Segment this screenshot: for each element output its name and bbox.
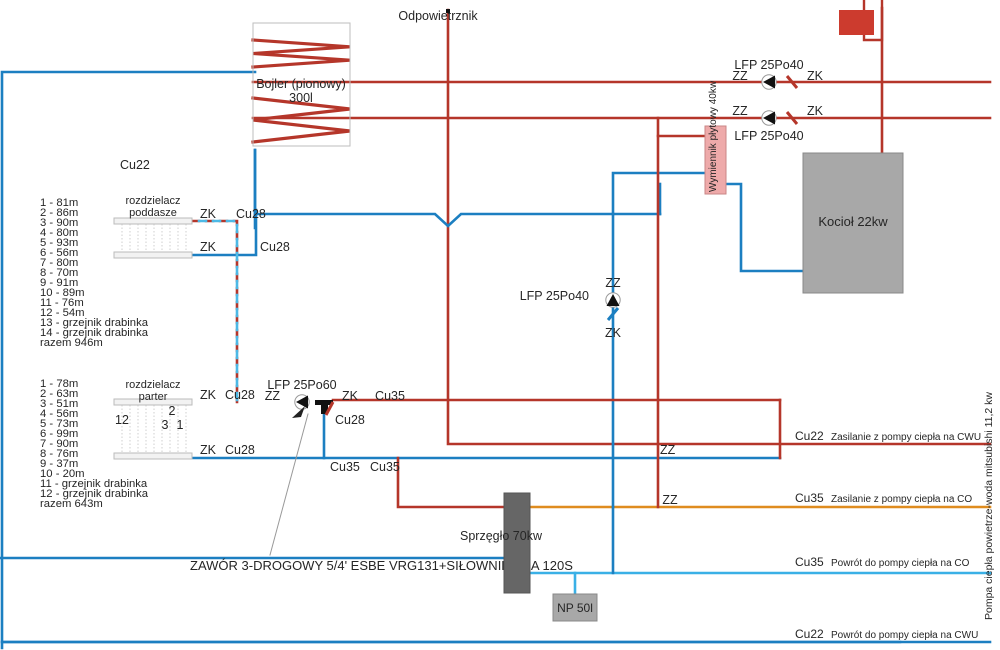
svg-text:LFP 25Po40: LFP 25Po40 — [734, 129, 803, 143]
svg-text:Cu35: Cu35 — [795, 491, 824, 505]
svg-text:Cu28: Cu28 — [225, 388, 255, 402]
svg-text:Cu22: Cu22 — [120, 158, 150, 172]
svg-text:Cu22: Cu22 — [795, 429, 824, 443]
svg-text:ZK: ZK — [807, 104, 824, 118]
svg-text:Wymiennik płytowy 40kw: Wymiennik płytowy 40kw — [708, 80, 719, 192]
svg-text:razem 643m: razem 643m — [40, 498, 103, 510]
svg-text:Powrót do pompy ciepła na CWU: Powrót do pompy ciepła na CWU — [831, 630, 978, 641]
svg-text:ZZ: ZZ — [265, 389, 281, 403]
svg-text:ZK: ZK — [807, 69, 824, 83]
svg-text:Zasilanie z pompy ciepła na CO: Zasilanie z pompy ciepła na CO — [831, 494, 972, 505]
svg-text:300l: 300l — [289, 91, 313, 105]
svg-text:Pompa ciepła powietrze-woda mi: Pompa ciepła powietrze-woda mitsubishi 1… — [983, 392, 995, 620]
svg-text:ZZ: ZZ — [660, 443, 676, 457]
svg-text:ZK: ZK — [342, 389, 359, 403]
svg-text:ZK: ZK — [200, 240, 217, 254]
svg-text:Odpowietrznik: Odpowietrznik — [398, 9, 478, 23]
svg-text:Sprzęgło 70kw: Sprzęgło 70kw — [460, 529, 543, 543]
svg-text:Cu28: Cu28 — [260, 240, 290, 254]
svg-text:LFP 25Po40: LFP 25Po40 — [520, 289, 589, 303]
svg-text:ZZ: ZZ — [732, 104, 748, 118]
svg-text:Zasilanie z pompy ciepła na CW: Zasilanie z pompy ciepła na CWU — [831, 432, 981, 443]
svg-text:ZZ: ZZ — [732, 69, 748, 83]
svg-text:parter: parter — [139, 391, 168, 403]
svg-text:Kocioł 22kw: Kocioł 22kw — [818, 214, 888, 229]
svg-text:rozdzielacz: rozdzielacz — [125, 195, 180, 207]
svg-text:ZK: ZK — [200, 207, 217, 221]
svg-text:rozdzielacz: rozdzielacz — [125, 379, 180, 391]
svg-text:12: 12 — [115, 413, 129, 427]
svg-text:Cu35: Cu35 — [375, 389, 405, 403]
svg-text:Bojler (pionowy): Bojler (pionowy) — [256, 77, 346, 91]
svg-text:Cu35: Cu35 — [370, 460, 400, 474]
svg-text:Cu28: Cu28 — [225, 443, 255, 457]
svg-text:razem 946m: razem 946m — [40, 337, 103, 349]
svg-text:Cu22: Cu22 — [795, 627, 824, 641]
svg-text:ZK: ZK — [605, 326, 622, 340]
svg-text:ZZ: ZZ — [605, 276, 621, 290]
svg-text:Cu28: Cu28 — [335, 413, 365, 427]
svg-text:Powrót do pompy ciepła na CO: Powrót do pompy ciepła na CO — [831, 558, 970, 569]
svg-text:NP 50l: NP 50l — [557, 601, 593, 615]
svg-text:Cu28: Cu28 — [236, 207, 266, 221]
svg-text:2: 2 — [169, 404, 176, 418]
svg-text:3: 3 — [162, 418, 169, 432]
svg-text:ZK: ZK — [200, 443, 217, 457]
svg-text:Cu35: Cu35 — [330, 460, 360, 474]
svg-text:ZZ: ZZ — [662, 493, 678, 507]
svg-text:1: 1 — [177, 418, 184, 432]
svg-text:poddasze: poddasze — [129, 207, 177, 219]
svg-text:Cu35: Cu35 — [795, 555, 824, 569]
svg-text:ZK: ZK — [200, 388, 217, 402]
